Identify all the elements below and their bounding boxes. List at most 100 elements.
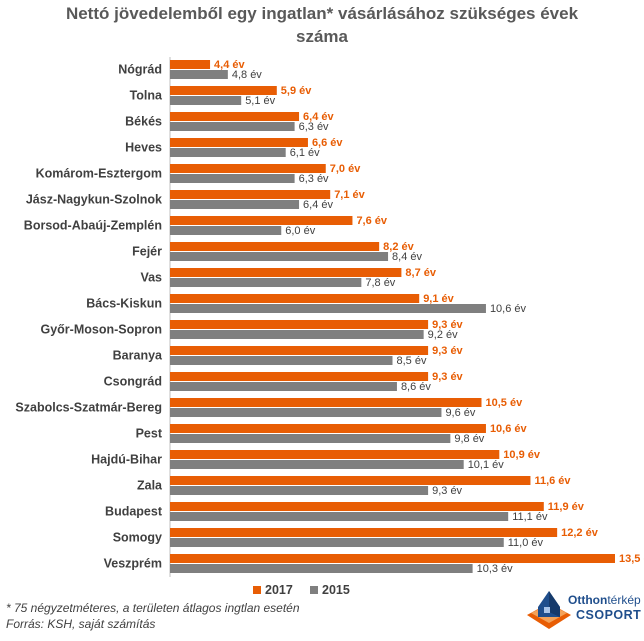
- bar-2017: [170, 112, 300, 121]
- category-label: Baranya: [113, 349, 163, 363]
- legend-swatch-2017: [253, 586, 261, 594]
- footnote-source: Forrás: KSH, saját számítás: [6, 617, 156, 631]
- bar-2017: [170, 528, 558, 537]
- data-label-2015: 9,6 év: [445, 407, 475, 419]
- data-label-2015: 11,0 év: [508, 537, 544, 549]
- footnote: * 75 négyzetméteres, a területen átlagos…: [6, 600, 300, 632]
- category-label: Komárom-Esztergom: [36, 167, 162, 181]
- data-label-2017: 10,9 év: [503, 449, 541, 461]
- data-label-2017: 11,6 év: [534, 475, 571, 487]
- category-label: Borsod-Abaúj-Zemplén: [24, 219, 162, 233]
- bar-2017: [170, 372, 429, 381]
- bar-2015: [170, 96, 242, 105]
- data-label-2017: 9,3 év: [432, 319, 463, 331]
- bar-2015: [170, 408, 442, 417]
- data-label-2017: 11,9 év: [548, 501, 585, 513]
- category-label: Pest: [136, 427, 163, 441]
- category-label: Békés: [125, 115, 162, 129]
- bar-2017: [170, 424, 486, 433]
- bar-2015: [170, 70, 228, 79]
- data-label-2017: 7,0 év: [330, 163, 361, 175]
- category-label: Tolna: [130, 89, 163, 103]
- data-label-2015: 9,2 év: [428, 329, 458, 341]
- bar-2015: [170, 304, 486, 313]
- data-label-2015: 9,8 év: [454, 433, 484, 445]
- bar-2015: [170, 538, 504, 547]
- data-label-2015: 8,5 év: [397, 355, 427, 367]
- bar-2017: [170, 164, 326, 173]
- category-label: Csongrád: [104, 375, 162, 389]
- bar-2015: [170, 356, 393, 365]
- data-label-2017: 6,4 év: [303, 111, 334, 123]
- data-label-2017: 8,7 év: [405, 267, 436, 279]
- data-label-2015: 6,1 év: [290, 147, 320, 159]
- logo-text-csoport: CSOPORT: [576, 608, 642, 622]
- category-label: Heves: [125, 141, 162, 155]
- bar-2017: [170, 476, 531, 485]
- bar-2015: [170, 226, 282, 235]
- data-label-2015: 6,3 év: [299, 173, 329, 185]
- data-label-2015: 6,4 év: [303, 199, 333, 211]
- footnote-note: * 75 négyzetméteres, a területen átlagos…: [6, 601, 300, 615]
- bar-2017: [170, 502, 544, 511]
- legend-label-2017: 2017: [265, 583, 293, 597]
- category-label: Zala: [137, 479, 163, 493]
- category-label: Jász-Nagykun-Szolnok: [26, 193, 162, 207]
- data-label-2017: 6,6 év: [312, 137, 343, 149]
- bar-2015: [170, 148, 286, 157]
- category-label: Vas: [140, 271, 162, 285]
- data-label-2015: 10,6 év: [490, 303, 527, 315]
- bar-2015: [170, 486, 429, 495]
- data-label-2017: 7,1 év: [334, 189, 365, 201]
- house-logo-icon: [527, 591, 571, 629]
- data-label-2015: 11,1 év: [512, 511, 548, 523]
- data-label-2015: 7,8 év: [365, 277, 395, 289]
- data-label-2017: 4,4 év: [214, 59, 245, 71]
- data-label-2015: 8,4 év: [392, 251, 422, 263]
- data-label-2017: 8,2 év: [383, 241, 414, 253]
- bar-2017: [170, 554, 615, 563]
- data-label-2015: 6,0 év: [285, 225, 315, 237]
- data-label-2015: 10,3 év: [477, 563, 514, 575]
- bar-chart: Nógrád 4,4 év4,8 év Tolna 5,9 év 5,1 év Békés…: [15, 57, 644, 597]
- data-label-2017: 7,6 év: [356, 215, 387, 227]
- data-label-2015: 6,3 év: [299, 121, 329, 133]
- data-label-2015: 9,3 év: [432, 485, 462, 497]
- chart-title-line-2: száma: [296, 27, 348, 46]
- company-logo: Otthontérkép CSOPORT: [524, 585, 642, 637]
- bar-2015: [170, 564, 473, 573]
- bar-2015: [170, 512, 509, 521]
- data-label-2015: 8,6 év: [401, 381, 431, 393]
- category-label: Szabolcs-Szatmár-Bereg: [15, 401, 162, 415]
- chart-title: Nettó jövedelemből egy ingatlan* vásárlá…: [0, 2, 644, 48]
- bar-2015: [170, 200, 300, 209]
- data-label-2017: 13,5 év: [619, 553, 644, 565]
- bar-2017: [170, 320, 429, 329]
- logo-text-terkep: térkép: [607, 593, 641, 607]
- bar-2017: [170, 294, 420, 303]
- logo-text-otthonterkep: Otthontérkép: [568, 593, 641, 607]
- category-label: Veszprém: [104, 557, 162, 571]
- data-label-2017: 5,9 év: [281, 85, 312, 97]
- category-label: Fejér: [132, 245, 162, 259]
- bar-2015: [170, 174, 295, 183]
- legend-swatch-2015: [310, 586, 318, 594]
- data-label-2017: 9,3 év: [432, 371, 463, 383]
- logo-text-otthon: Otthon: [568, 593, 608, 607]
- data-label-2015: 4,8 év: [232, 69, 262, 81]
- bar-2017: [170, 216, 353, 225]
- data-label-2017: 10,5 év: [486, 397, 524, 409]
- bar-2017: [170, 138, 308, 147]
- bar-2015: [170, 278, 362, 287]
- bar-2015: [170, 252, 389, 261]
- bar-2017: [170, 190, 331, 199]
- data-label-2015: 5,1 év: [245, 95, 275, 107]
- data-label-2017: 12,2 év: [561, 527, 599, 539]
- bar-2017: [170, 268, 402, 277]
- category-label: Somogy: [113, 531, 162, 545]
- bar-2015: [170, 330, 424, 339]
- legend-label-2015: 2015: [322, 583, 350, 597]
- data-label-2017: 10,6 év: [490, 423, 528, 435]
- category-label: Hajdú-Bihar: [91, 453, 162, 467]
- bar-2017: [170, 346, 429, 355]
